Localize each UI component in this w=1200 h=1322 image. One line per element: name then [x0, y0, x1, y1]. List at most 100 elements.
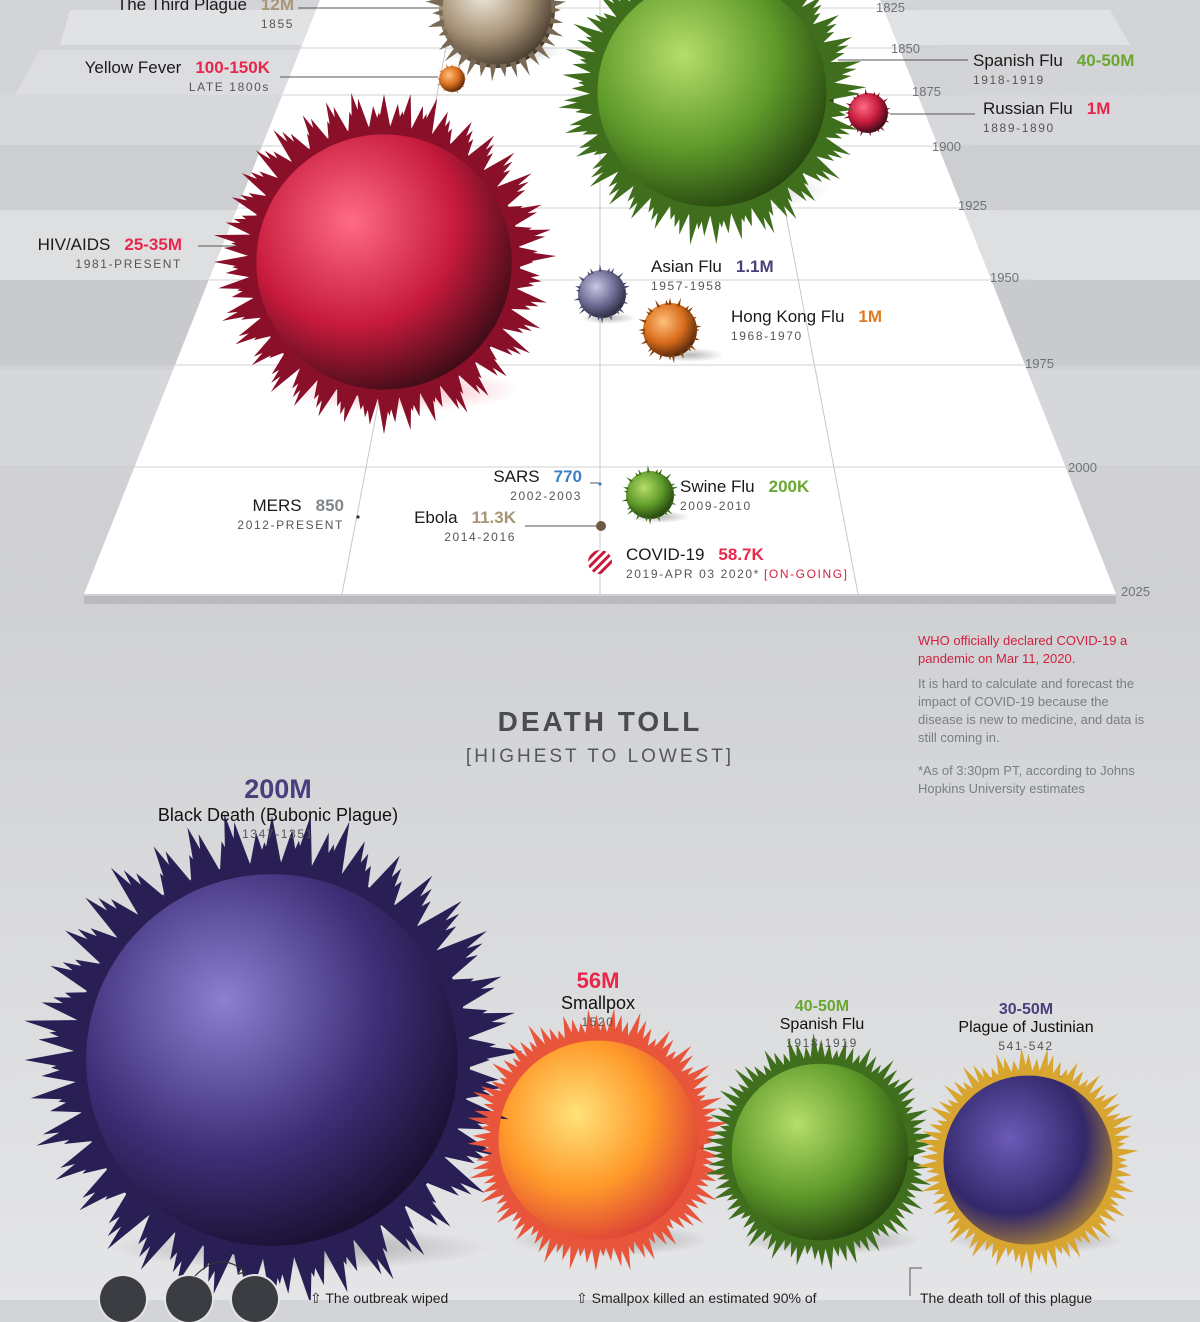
note-forecast: It is hard to calculate and forecast the… — [918, 676, 1145, 745]
dates: 1981-PRESENT — [75, 257, 182, 271]
note-asof: *As of 3:30pm PT, according to Johns Hop… — [918, 763, 1135, 796]
name: Ebola — [414, 508, 458, 527]
bubble-spanish-flu — [726, 1058, 914, 1246]
transmission-arrow-icon — [194, 1261, 247, 1277]
name: Swine Flu — [680, 477, 755, 496]
name: HIV/AIDS — [37, 235, 111, 254]
bubble-black-death — [74, 862, 470, 1258]
tick-1875: 1875 — [912, 84, 941, 99]
blurb-text: The death toll of this plague — [920, 1290, 1093, 1306]
value: 40-50M — [794, 998, 850, 1015]
dates: LATE 1800s — [188, 80, 270, 94]
blurb-black-death: ⇧ The outbreak wiped — [310, 1290, 449, 1306]
tick-1825: 1825 — [876, 0, 905, 15]
bubble-covid-19 — [588, 550, 612, 574]
toll-label-smallpox: 56M Smallpox 1520 — [498, 968, 698, 1030]
value: 12M — [260, 0, 294, 14]
label-mers: MERS 850 2012-PRESENT — [200, 497, 344, 531]
name: MERS — [252, 496, 302, 515]
value: 200M — [244, 774, 312, 804]
name: Smallpox — [560, 993, 636, 1014]
dates: 1918-1919 — [786, 1035, 858, 1050]
dates: 1957-1958 — [651, 279, 723, 293]
value: 100-150K — [195, 58, 270, 77]
death-toll-title: DEATH TOLL — [497, 706, 703, 737]
toll-label-black-death: 200M Black Death (Bubonic Plague) 1347-1… — [128, 774, 428, 842]
tick-1925: 1925 — [958, 198, 987, 213]
value: 30-50M — [998, 1001, 1054, 1018]
name: SARS — [493, 467, 540, 486]
blurb-text: Smallpox killed an estimated 90% of — [591, 1290, 817, 1306]
bubble-spanish-flu-timeline — [590, 0, 834, 214]
blurb-smallpox: ⇧ Smallpox killed an estimated 90% of — [576, 1290, 817, 1306]
name: The Third Plague — [116, 0, 247, 14]
dates: 1918-1919 — [973, 73, 1045, 87]
bubble-third-plague — [439, 0, 555, 68]
bubble-spanish-flu-timeline-spikes — [558, 0, 867, 245]
tick-1950: 1950 — [990, 270, 1019, 285]
label-russian-flu: Russian Flu 1M 1889-1890 — [983, 100, 1110, 134]
dates: 2012-PRESENT — [237, 518, 344, 532]
bubble-yellow-fever — [439, 66, 465, 92]
toll-label-spanish-flu: 40-50M Spanish Flu 1918-1919 — [722, 998, 922, 1051]
bubble-swine-flu — [626, 471, 674, 519]
death-toll-bubbles — [74, 862, 1123, 1270]
bubble-sars — [598, 482, 602, 486]
label-hiv-aids: HIV/AIDS 25-35M 1981-PRESENT — [0, 236, 182, 270]
name: Hong Kong Flu — [731, 307, 845, 326]
death-toll-subtitle: [HIGHEST TO LOWEST] — [465, 746, 735, 767]
label-yellow-fever: Yellow Fever 100-150K LATE 1800s — [40, 59, 270, 93]
label-spanish-flu-timeline: Spanish Flu 40-50M 1918-1919 — [973, 52, 1134, 86]
bubble-russian-flu — [848, 93, 888, 133]
value: 200K — [768, 477, 810, 496]
dates: 1855 — [260, 17, 294, 31]
dates: 1520 — [581, 1014, 615, 1029]
dates: 2009-2010 — [680, 499, 752, 513]
dates: 2014-2016 — [444, 530, 516, 544]
name: Spanish Flu — [779, 1016, 865, 1034]
dates: 1347-1351 — [242, 826, 314, 841]
tick-2000: 2000 — [1068, 460, 1097, 475]
value: 1M — [858, 307, 883, 326]
label-swine-flu: Swine Flu 200K 2009-2010 — [680, 478, 809, 512]
label-asian-flu: Asian Flu 1.1M 1957-1958 — [651, 258, 774, 292]
value: 56M — [576, 968, 620, 993]
note-who: WHO officially declared COVID-19 a pande… — [918, 633, 1128, 666]
bubble-third-plague-spikes — [425, 0, 567, 82]
name: Plague of Justinian — [958, 1019, 1094, 1037]
bubble-ebola — [596, 521, 606, 531]
name: Black Death (Bubonic Plague) — [157, 805, 399, 826]
ongoing-tag: [ON-GOING] — [763, 567, 849, 581]
value: 25-35M — [124, 235, 182, 254]
bubble-mers — [356, 515, 360, 519]
value: 58.7K — [718, 545, 764, 564]
value: 850 — [315, 496, 344, 515]
name: COVID-19 — [626, 545, 705, 564]
blurb-text: The outbreak wiped — [325, 1290, 449, 1306]
rat-icon — [100, 1276, 146, 1322]
label-sars: SARS 770 2002-2003 — [440, 468, 582, 502]
covid-dates: 2019-APR 03 2020* — [626, 567, 760, 581]
blurb-justinian: The death toll of this plague — [920, 1290, 1092, 1306]
human-icon — [232, 1276, 278, 1322]
toll-label-plague-of-justinian: 30-50M Plague of Justinian 541-542 — [926, 1001, 1126, 1054]
dates: 1968-1970 — [731, 329, 803, 343]
label-third-plague: The Third Plague 12M 1855 — [84, 0, 294, 30]
dates: 2019-APR 03 2020* [ON-GOING] — [626, 568, 849, 580]
flea-icon — [166, 1276, 212, 1322]
label-hong-kong-flu: Hong Kong Flu 1M 1968-1970 — [731, 308, 882, 342]
value: 770 — [553, 467, 582, 486]
label-covid-19: COVID-19 58.7K 2019-APR 03 2020* [ON-GOING… — [626, 546, 849, 580]
bubble-hong-kong-flu — [643, 303, 697, 357]
dates: 1889-1890 — [983, 121, 1055, 135]
tick-2025: 2025 — [1121, 584, 1150, 599]
dates: 541-542 — [998, 1038, 1054, 1053]
dates: 2002-2003 — [510, 489, 582, 503]
value: 40-50M — [1076, 51, 1135, 70]
name: Russian Flu — [983, 99, 1073, 118]
tick-1975: 1975 — [1025, 356, 1054, 371]
name: Yellow Fever — [84, 58, 182, 77]
value: 1M — [1086, 99, 1111, 118]
name: Spanish Flu — [973, 51, 1063, 70]
